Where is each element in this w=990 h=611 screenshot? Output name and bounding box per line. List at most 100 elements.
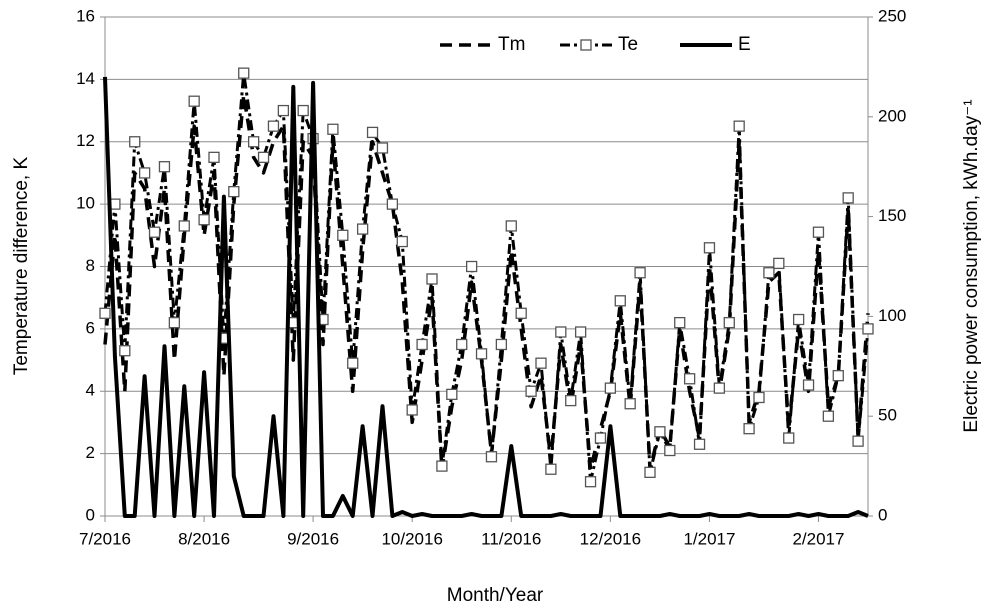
x-tick-label: 9/2016 bbox=[287, 529, 339, 548]
series-line bbox=[103, 76, 869, 518]
point-marker bbox=[674, 316, 686, 329]
point-marker bbox=[822, 410, 835, 422]
legend-label: Te bbox=[618, 34, 638, 55]
point-marker bbox=[376, 142, 389, 154]
y2-tick-label: 50 bbox=[878, 406, 897, 425]
point-marker bbox=[565, 394, 577, 407]
x-tick-label: 7/2016 bbox=[79, 529, 131, 548]
point-marker bbox=[148, 226, 161, 238]
point-marker bbox=[129, 136, 141, 148]
point-marker bbox=[594, 432, 607, 444]
point-marker bbox=[178, 220, 190, 232]
y-tick-label: 8 bbox=[86, 256, 95, 275]
point-marker bbox=[832, 370, 844, 382]
point-marker bbox=[693, 438, 706, 450]
y2-axis-label: Electric power consumption, kWh.day⁻¹ bbox=[961, 99, 982, 432]
point-marker bbox=[753, 391, 765, 404]
point-marker bbox=[535, 357, 547, 369]
point-marker bbox=[584, 476, 597, 488]
point-marker bbox=[713, 382, 726, 394]
y-tick-label: 4 bbox=[86, 381, 95, 400]
point-marker bbox=[168, 316, 181, 329]
point-marker bbox=[475, 348, 488, 360]
point-marker bbox=[347, 357, 359, 369]
point-marker bbox=[525, 385, 537, 397]
point-marker bbox=[406, 404, 418, 416]
y-tick-label: 0 bbox=[86, 505, 95, 524]
point-marker bbox=[267, 120, 280, 132]
x-tick-label: 11/2016 bbox=[481, 529, 541, 548]
point-marker bbox=[614, 295, 626, 307]
x-tick-label: 8/2016 bbox=[178, 529, 230, 548]
y-axis-label: Temperature difference, K bbox=[11, 157, 32, 376]
y-tick-label: 2 bbox=[86, 443, 95, 462]
y-tick-label: 14 bbox=[76, 69, 95, 88]
point-marker bbox=[247, 136, 260, 148]
point-marker bbox=[99, 307, 111, 319]
point-marker bbox=[238, 67, 250, 79]
point-marker bbox=[862, 323, 874, 335]
y2-tick-label: 0 bbox=[878, 505, 887, 524]
point-marker bbox=[852, 435, 864, 447]
point-marker bbox=[257, 151, 270, 163]
point-marker bbox=[485, 451, 498, 463]
point-marker bbox=[683, 373, 696, 385]
point-marker bbox=[446, 388, 458, 401]
point-marker bbox=[555, 326, 567, 338]
series-line bbox=[103, 71, 870, 484]
point-marker bbox=[644, 466, 656, 478]
point-marker bbox=[664, 444, 676, 457]
point-marker bbox=[465, 260, 478, 273]
point-marker bbox=[634, 267, 646, 279]
x-tick-label: 1/2017 bbox=[683, 529, 735, 548]
point-marker bbox=[792, 313, 805, 326]
point-marker bbox=[337, 229, 349, 241]
point-marker bbox=[426, 273, 438, 285]
point-marker bbox=[327, 123, 339, 135]
point-marker bbox=[297, 104, 309, 117]
point-marker bbox=[366, 126, 379, 139]
point-marker bbox=[208, 151, 220, 163]
legend-marker bbox=[580, 39, 592, 51]
point-marker bbox=[733, 120, 745, 132]
y2-tick-label: 200 bbox=[878, 106, 906, 125]
point-marker bbox=[356, 223, 369, 235]
point-marker bbox=[188, 95, 200, 107]
x-tick-label: 2/2017 bbox=[792, 529, 844, 548]
point-marker bbox=[198, 214, 210, 226]
point-marker bbox=[545, 463, 557, 475]
point-marker bbox=[138, 167, 151, 179]
point-marker bbox=[624, 398, 636, 410]
point-marker bbox=[436, 460, 448, 472]
y-tick-label: 16 bbox=[76, 6, 95, 25]
x-tick-label: 10/2016 bbox=[381, 529, 442, 548]
y-tick-label: 12 bbox=[76, 131, 95, 150]
legend-label: E bbox=[738, 34, 751, 55]
point-marker bbox=[743, 423, 755, 435]
point-marker bbox=[505, 220, 517, 232]
point-marker bbox=[228, 185, 240, 198]
y-tick-label: 6 bbox=[86, 318, 95, 337]
y-tick-label: 10 bbox=[76, 194, 95, 213]
point-marker bbox=[416, 338, 428, 351]
x-tick-label: 12/2016 bbox=[580, 529, 641, 548]
point-marker bbox=[456, 338, 468, 351]
legend-label: Tm bbox=[498, 34, 525, 55]
point-marker bbox=[604, 382, 617, 394]
point-marker bbox=[842, 192, 854, 204]
point-marker bbox=[812, 226, 825, 238]
point-marker bbox=[723, 316, 735, 329]
point-marker bbox=[763, 267, 775, 279]
point-marker bbox=[654, 426, 666, 438]
y2-tick-label: 250 bbox=[878, 6, 906, 25]
y2-tick-label: 100 bbox=[878, 306, 906, 325]
point-marker bbox=[386, 198, 399, 210]
x-axis-label: Month/Year bbox=[447, 585, 544, 606]
point-marker bbox=[574, 326, 587, 338]
point-marker bbox=[495, 338, 508, 351]
point-marker bbox=[703, 242, 716, 254]
point-marker bbox=[515, 307, 527, 319]
point-marker bbox=[277, 104, 290, 117]
y2-tick-label: 150 bbox=[878, 206, 906, 225]
